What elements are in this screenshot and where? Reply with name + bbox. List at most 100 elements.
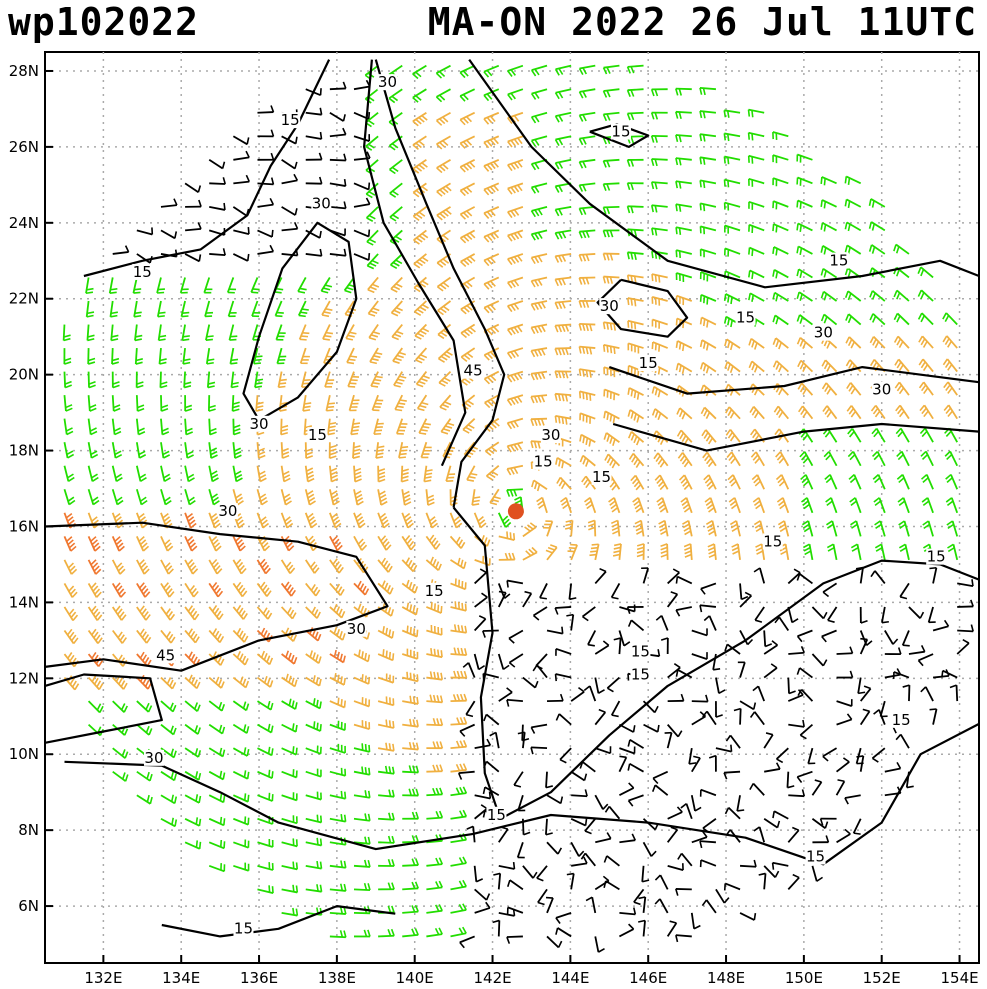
wind-barb: [555, 606, 572, 609]
wind-barb-feather: [354, 471, 362, 476]
wind-barb-feather: [825, 477, 833, 484]
wind-barb-feather: [847, 200, 851, 209]
contour-30-ring: [596, 278, 689, 338]
wind-barb-feather: [929, 566, 937, 570]
wind-barb: [281, 653, 295, 665]
wind-barb-feather: [486, 234, 493, 242]
wind-barb: [787, 829, 800, 843]
wind-barb-feather: [486, 187, 493, 195]
wind-barb-feather: [349, 331, 357, 335]
wind-barb-feather: [554, 115, 560, 123]
wind-barb-feather: [364, 836, 368, 844]
wind-barb: [87, 535, 96, 552]
wind-barb-feather: [91, 473, 98, 479]
wind-barb: [699, 110, 717, 114]
wind-barb-feather: [412, 120, 419, 127]
wind-barb-feather: [554, 68, 560, 76]
wind-barb-feather: [554, 302, 559, 310]
wind-barb-feather: [508, 552, 513, 560]
wind-barb-feather: [247, 227, 250, 235]
wind-barb-feather: [558, 232, 563, 239]
wind-barb: [757, 497, 766, 514]
wind-barb-feather: [892, 638, 899, 645]
wind-barb: [412, 206, 427, 218]
wind-barb-feather: [826, 411, 832, 418]
wind-barb-feather: [90, 582, 97, 589]
wind-barb-feather: [513, 138, 520, 146]
wind-barb-feather: [361, 651, 364, 659]
wind-barb-feather: [368, 143, 375, 149]
wind-barb: [352, 442, 355, 459]
wind-barb-feather: [589, 347, 593, 355]
wind-barb: [618, 756, 628, 773]
wind-barb-feather: [464, 603, 467, 611]
wind-barb-feather: [164, 539, 171, 546]
wind-barb: [594, 747, 611, 755]
wind-barb-feather: [234, 451, 242, 456]
wind-barb-feather: [169, 702, 174, 710]
wind-barb: [377, 582, 391, 595]
wind-barb: [787, 571, 801, 585]
wind-barb-feather: [770, 663, 778, 669]
wind-barb-feather: [406, 671, 409, 679]
contour-label: 45: [464, 362, 483, 380]
wind-barb-feather: [89, 407, 97, 412]
wind-barb-feather: [418, 116, 425, 123]
wind-barb-feather: [713, 668, 721, 671]
wind-barb-feather: [384, 765, 388, 773]
wind-barb-feather: [243, 770, 247, 778]
wind-barb-feather: [636, 543, 645, 547]
wind-barb-feather: [264, 587, 270, 594]
wind-barb-feather: [654, 388, 658, 396]
wind-barb: [522, 592, 533, 608]
wind-barb-feather: [267, 612, 273, 620]
wind-barb: [628, 794, 644, 802]
wind-barb-feather: [580, 852, 586, 860]
wind-barb: [377, 629, 393, 639]
wind-barb: [846, 244, 862, 255]
wind-barb-feather: [186, 450, 194, 456]
wind-barb-feather: [623, 641, 631, 647]
wind-barb-feather: [163, 473, 171, 479]
wind-barb-feather: [415, 166, 423, 172]
wind-barb: [136, 653, 149, 667]
wind-barb: [613, 497, 621, 514]
wind-barb-feather: [707, 543, 715, 548]
wind-barb-feather: [185, 431, 194, 436]
wind-barb: [378, 770, 395, 775]
wind-barb-feather: [285, 650, 290, 658]
wind-barb-feather: [513, 115, 520, 122]
wind-barb-feather: [163, 582, 169, 589]
wind-barb-feather: [480, 522, 487, 529]
wind-barb-feather: [197, 750, 202, 758]
wind-barb: [651, 181, 668, 185]
wind-barb-feather: [342, 127, 347, 135]
wind-barb-feather: [636, 392, 640, 400]
wind-barb-feather: [420, 354, 428, 359]
wind-barb-feather: [182, 311, 190, 314]
wind-barb: [413, 300, 427, 313]
wind-barb-feather: [626, 159, 631, 167]
wind-barb-feather: [133, 291, 141, 294]
wind-barb-feather: [416, 719, 419, 727]
wind-barb-feather: [844, 828, 851, 835]
wind-barb: [305, 747, 322, 755]
wind-barb-feather: [751, 340, 755, 348]
wind-barb: [579, 64, 596, 70]
wind-barb-feather: [554, 139, 560, 147]
wind-barb: [329, 535, 339, 551]
wind-barb: [450, 838, 467, 844]
wind-barb-feather: [606, 66, 611, 74]
wind-barb: [630, 431, 645, 443]
wind-barb-feather: [93, 677, 99, 685]
wind-barb-feather: [483, 236, 490, 243]
wind-barb: [799, 336, 814, 349]
wind-barb-feather: [328, 425, 336, 429]
wind-barb: [459, 64, 476, 74]
wind-barb-feather: [453, 647, 457, 655]
wind-barb-feather: [367, 111, 371, 120]
wind-barb-feather: [337, 586, 343, 594]
wind-barb-feather: [797, 382, 803, 390]
wind-barb: [257, 794, 273, 802]
wind-barb-feather: [292, 746, 295, 754]
